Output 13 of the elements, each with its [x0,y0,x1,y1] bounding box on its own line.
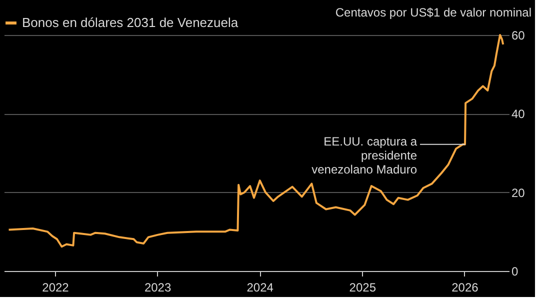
y-tick-label: 60 [512,28,526,42]
y-tick-label: 0 [512,264,518,278]
y-tick-label: 20 [512,186,526,200]
x-tick-label: 2023 [144,280,172,294]
y-axis-title: Centavos por US$1 de valor nominal [335,6,532,20]
annotation: EE.UU. captura a presidente venezolano Maduro [312,134,418,176]
y-tick-label: 40 [512,107,526,122]
x-tick-label: 2024 [246,280,274,294]
x-tick-label: 2022 [42,280,70,294]
x-tick-label: 2025 [349,280,376,294]
line-series [8,34,504,248]
legend-label: Bonos en dólares 2031 de Venezuela [22,15,239,30]
x-tick-label: 2026 [452,280,479,294]
